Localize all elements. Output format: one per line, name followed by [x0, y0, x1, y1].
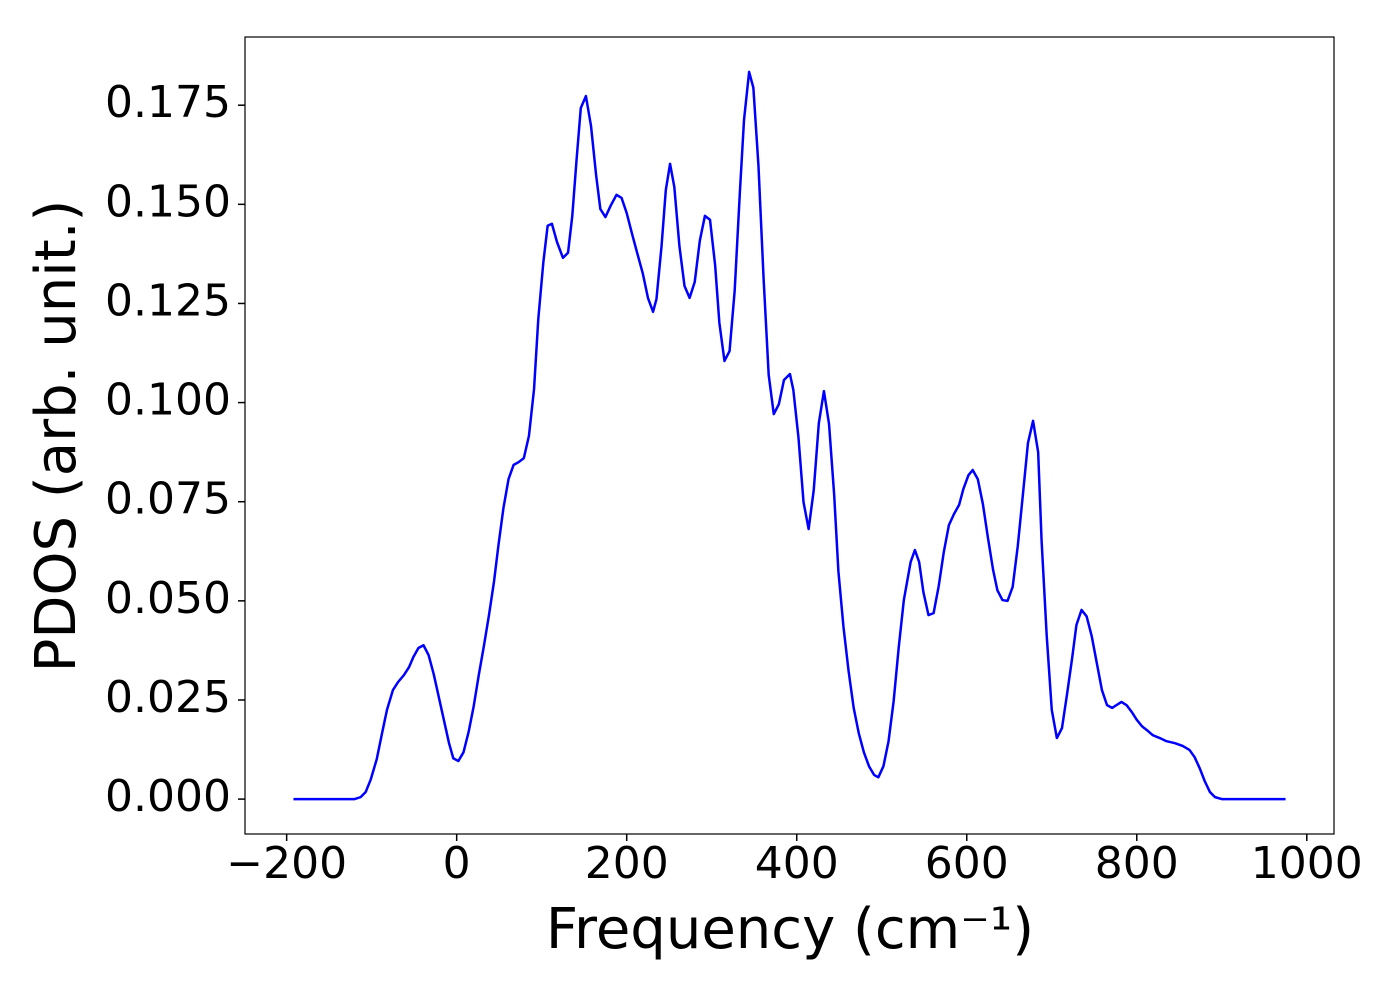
x-tick-label: 0	[443, 838, 471, 889]
y-tick-label: 0.000	[105, 771, 231, 822]
y-tick-label: 0.050	[105, 573, 231, 624]
x-tick-label: 200	[585, 838, 669, 889]
y-tick-label: 0.150	[105, 176, 231, 227]
y-tick-label: 0.125	[105, 275, 231, 326]
y-tick-label: 0.025	[105, 672, 231, 723]
data-line	[293, 70, 1286, 801]
x-tick-label: 400	[755, 838, 839, 889]
x-tick-label: 800	[1095, 838, 1179, 889]
x-tick-label: 600	[925, 838, 1009, 889]
x-axis-label: Frequency (cm⁻¹)	[546, 897, 1034, 962]
y-tick-label: 0.175	[105, 77, 231, 128]
x-tick-label: −200	[226, 838, 347, 889]
x-tick-label: 1000	[1251, 838, 1363, 889]
y-axis-label: PDOS (arb. unit.)	[24, 200, 89, 673]
plot-frame	[244, 36, 1335, 835]
y-tick-label: 0.075	[105, 474, 231, 525]
y-tick-label: 0.100	[105, 375, 231, 426]
